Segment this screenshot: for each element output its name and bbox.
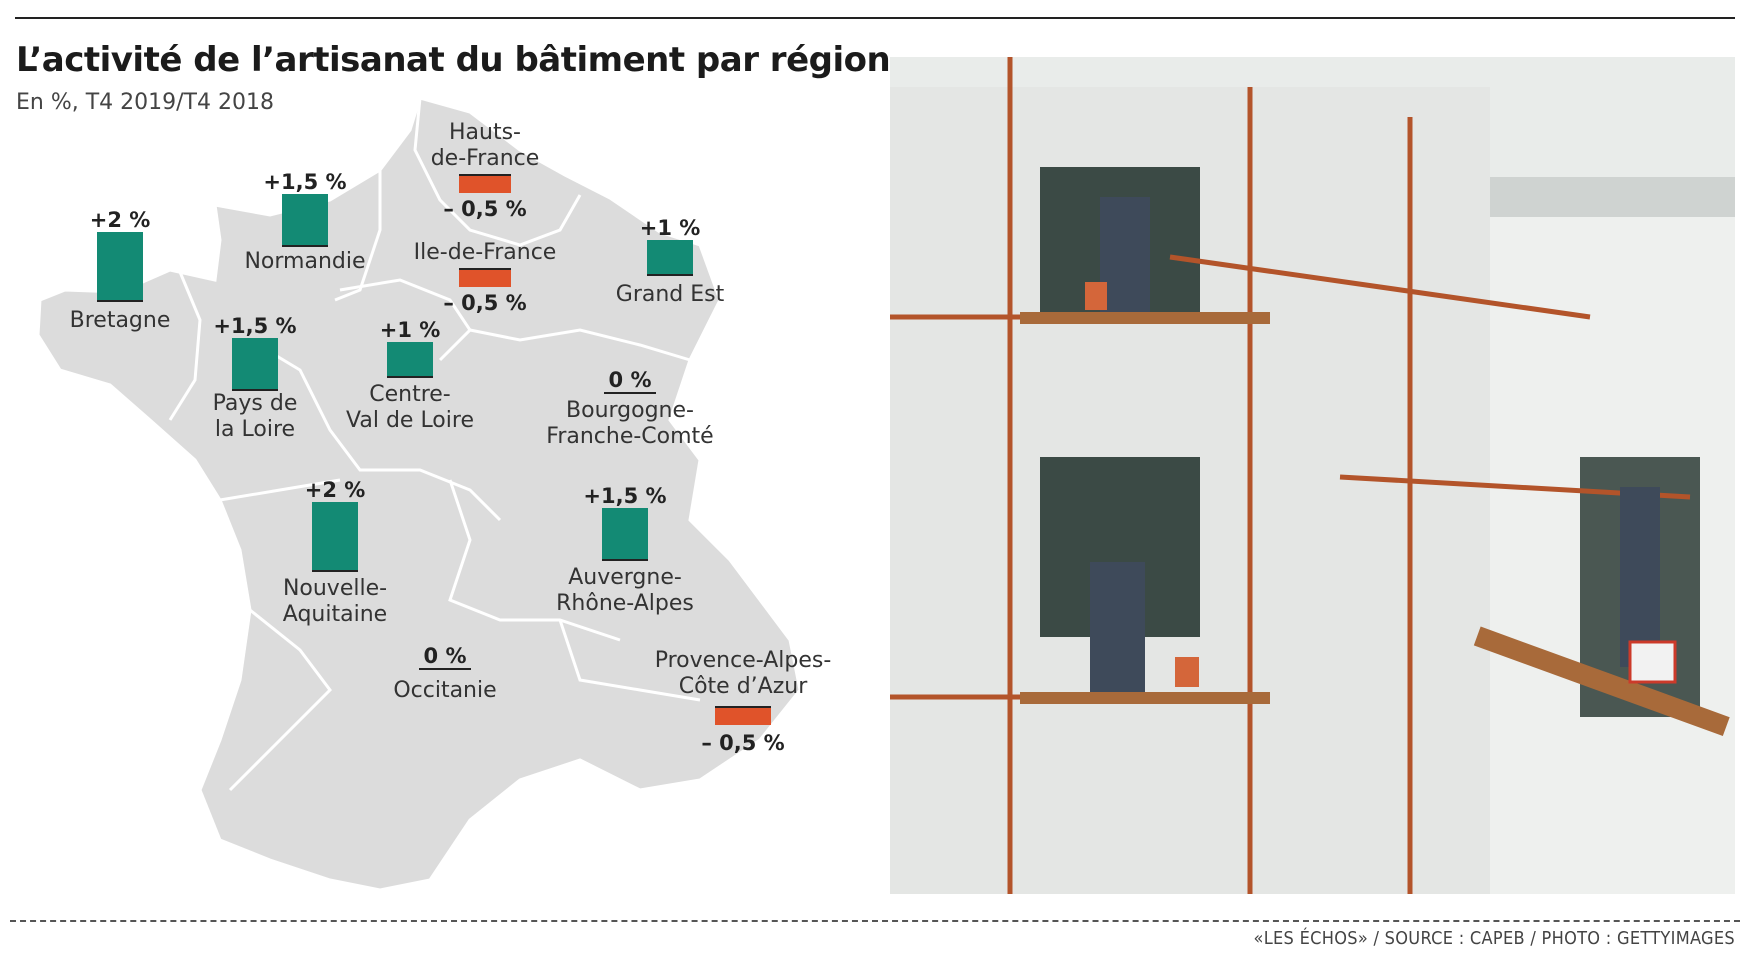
- construction-photo: [890, 57, 1735, 894]
- value-bar: [312, 502, 358, 572]
- region-name: Grand Est: [615, 282, 725, 307]
- region-value: +2 %: [304, 478, 366, 502]
- chart-subtitle: En %, T4 2019/T4 2018: [16, 90, 274, 115]
- region-name: Bourgogne- Franche-Comté: [546, 398, 714, 449]
- france-map: +2 % Bretagne +1,5 % Normandie Hauts- de…: [0, 0, 880, 905]
- region-centre-val-de-loire: +1 % Centre- Val de Loire: [335, 318, 485, 434]
- region-value: 0 %: [608, 368, 652, 392]
- value-bar: [604, 392, 656, 394]
- region-value: +1,5 %: [263, 170, 347, 194]
- region-name: Centre- Val de Loire: [346, 382, 474, 433]
- region-bretagne: +2 % Bretagne: [55, 208, 185, 334]
- region-normandie: +1,5 % Normandie: [230, 170, 380, 275]
- top-rule: [15, 17, 1735, 19]
- source-credit: «LES ÉCHOS» / SOURCE : CAPEB / PHOTO : G…: [1253, 928, 1735, 949]
- france-outline: [36, 96, 802, 892]
- region-value: – 0,5 %: [701, 731, 785, 755]
- value-bar: [459, 174, 511, 193]
- region-value: – 0,5 %: [443, 197, 527, 221]
- region-value: – 0,5 %: [443, 291, 527, 315]
- region-name: Provence-Alpes- Côte d’Azur: [654, 648, 832, 699]
- value-bar: [459, 268, 511, 287]
- value-bar: [387, 342, 433, 378]
- region-pays-de-la-loire: +1,5 % Pays de la Loire: [190, 314, 320, 443]
- value-bar: [232, 338, 278, 391]
- region-borders: [168, 97, 701, 792]
- chart-title: L’activité de l’artisanat du bâtiment pa…: [16, 40, 891, 80]
- value-bar: [419, 668, 471, 670]
- region-value: 0 %: [423, 644, 467, 668]
- value-bar: [715, 706, 771, 725]
- region-value: +2 %: [89, 208, 151, 232]
- value-bar: [647, 240, 693, 276]
- region-name: Hauts- de-France: [430, 120, 540, 171]
- region-hauts-de-france: Hauts- de-France – 0,5 %: [410, 120, 560, 221]
- value-bar: [602, 508, 648, 561]
- region-bourgogne-franche-comte: 0 % Bourgogne- Franche-Comté: [540, 368, 720, 450]
- region-name: Ile-de-France: [413, 240, 557, 265]
- region-name: Bretagne: [69, 308, 171, 333]
- region-name: Pays de la Loire: [212, 391, 298, 442]
- region-name: Nouvelle- Aquitaine: [282, 576, 388, 627]
- france-map-shape: [36, 96, 802, 892]
- bottom-rule: [10, 920, 1740, 922]
- region-name: Occitanie: [393, 678, 497, 703]
- region-nouvelle-aquitaine: +2 % Nouvelle- Aquitaine: [265, 478, 405, 628]
- region-value: +1,5 %: [583, 484, 667, 508]
- region-grand-est: +1 % Grand Est: [600, 216, 740, 308]
- region-value: +1 %: [639, 216, 701, 240]
- value-bar: [97, 232, 143, 302]
- value-bar: [282, 194, 328, 247]
- region-value: +1,5 %: [213, 314, 297, 338]
- region-value: +1 %: [379, 318, 441, 342]
- region-auvergne-rhone-alpes: +1,5 % Auvergne- Rhône-Alpes: [545, 484, 705, 617]
- region-ile-de-france: Ile-de-France – 0,5 %: [400, 240, 570, 315]
- region-name: Normandie: [244, 249, 366, 274]
- region-name: Auvergne- Rhône-Alpes: [556, 565, 694, 616]
- region-paca: Provence-Alpes- Côte d’Azur – 0,5 %: [648, 648, 838, 755]
- region-occitanie: 0 % Occitanie: [375, 644, 515, 704]
